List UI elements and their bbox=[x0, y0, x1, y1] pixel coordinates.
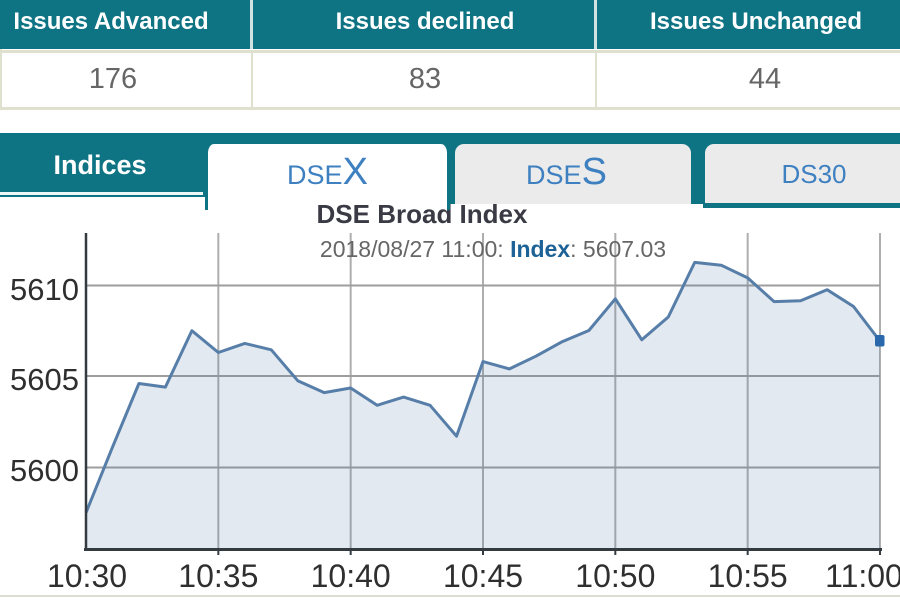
svg-text:5610: 5610 bbox=[10, 272, 79, 307]
svg-text:5600: 5600 bbox=[10, 453, 79, 488]
svg-text:10:40: 10:40 bbox=[311, 558, 391, 594]
svg-text:11:00: 11:00 bbox=[825, 558, 900, 594]
svg-text:10:45: 10:45 bbox=[443, 558, 523, 594]
svg-text:5605: 5605 bbox=[10, 362, 79, 397]
svg-text:10:35: 10:35 bbox=[178, 558, 258, 594]
svg-text:10:30: 10:30 bbox=[47, 558, 127, 594]
svg-text:10:55: 10:55 bbox=[708, 558, 788, 594]
svg-text:10:50: 10:50 bbox=[575, 558, 655, 594]
